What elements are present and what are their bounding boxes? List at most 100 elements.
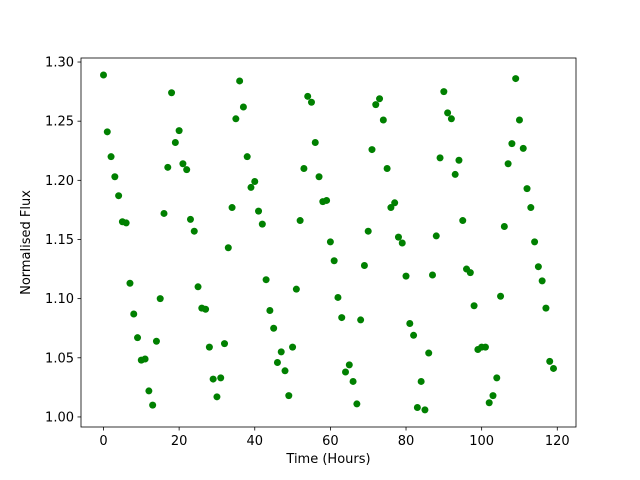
point xyxy=(141,355,149,363)
point xyxy=(175,127,183,135)
point xyxy=(273,359,281,367)
point xyxy=(481,343,489,351)
point xyxy=(296,217,304,225)
y-tick-label: 1.00 xyxy=(45,410,74,425)
point xyxy=(421,406,429,414)
point xyxy=(459,217,467,225)
point xyxy=(145,387,153,395)
point xyxy=(266,306,274,314)
point xyxy=(311,138,319,146)
point xyxy=(130,310,138,318)
point xyxy=(489,392,497,400)
point xyxy=(289,343,297,351)
point xyxy=(236,77,244,85)
point xyxy=(387,204,395,212)
point xyxy=(168,89,176,97)
point xyxy=(470,302,478,310)
point xyxy=(394,233,402,241)
point xyxy=(277,348,285,356)
point xyxy=(281,367,289,375)
x-tick-label: 0 xyxy=(99,434,107,449)
point xyxy=(508,140,516,148)
point xyxy=(285,392,293,400)
point xyxy=(504,160,512,168)
point xyxy=(334,293,342,301)
point xyxy=(383,164,391,172)
point xyxy=(315,173,323,181)
point xyxy=(232,115,240,123)
point xyxy=(258,220,266,228)
point xyxy=(349,377,357,385)
point xyxy=(402,272,410,280)
point xyxy=(538,277,546,285)
point xyxy=(186,215,194,223)
point xyxy=(406,319,414,327)
point xyxy=(247,183,255,191)
point xyxy=(413,403,421,411)
point xyxy=(447,115,455,123)
point xyxy=(500,222,508,230)
point xyxy=(368,146,376,154)
point xyxy=(107,153,115,161)
point xyxy=(103,128,111,136)
point xyxy=(485,399,493,407)
point xyxy=(531,238,539,246)
point xyxy=(270,324,278,332)
point xyxy=(307,98,315,106)
point xyxy=(451,170,459,178)
point xyxy=(432,232,440,240)
x-tick-label: 60 xyxy=(322,434,339,449)
point xyxy=(152,337,160,345)
point xyxy=(542,304,550,312)
point xyxy=(300,164,308,172)
point xyxy=(228,204,236,212)
point xyxy=(410,331,418,339)
y-tick-label: 1.25 xyxy=(45,115,74,130)
point xyxy=(436,154,444,162)
x-axis-label: Time (Hours) xyxy=(285,452,370,467)
point xyxy=(428,271,436,279)
point xyxy=(425,349,433,357)
point xyxy=(455,156,463,164)
point xyxy=(164,163,172,171)
point xyxy=(493,374,501,382)
point xyxy=(213,393,221,401)
point xyxy=(497,292,505,300)
point xyxy=(149,401,157,409)
y-tick-label: 1.10 xyxy=(45,292,74,307)
point xyxy=(239,103,247,111)
point xyxy=(243,153,251,161)
point xyxy=(345,361,353,369)
point xyxy=(122,219,130,227)
x-tick-label: 20 xyxy=(171,434,188,449)
point xyxy=(330,257,338,265)
point xyxy=(221,340,229,348)
y-tick-label: 1.05 xyxy=(45,351,74,366)
y-axis-label: Normalised Flux xyxy=(19,190,34,295)
point xyxy=(417,377,425,385)
point xyxy=(353,400,361,408)
point xyxy=(156,295,164,303)
axes-frame xyxy=(80,57,577,428)
point xyxy=(550,364,557,372)
point xyxy=(466,269,474,277)
point xyxy=(262,276,270,284)
point xyxy=(292,285,300,293)
point xyxy=(100,71,107,79)
point xyxy=(323,196,331,204)
point xyxy=(534,263,542,271)
y-tick-label: 1.30 xyxy=(45,56,74,71)
x-tick-label: 80 xyxy=(398,434,415,449)
point xyxy=(160,209,168,217)
point xyxy=(357,316,365,324)
point xyxy=(527,204,535,212)
point xyxy=(364,227,372,235)
point xyxy=(171,138,179,146)
point xyxy=(202,305,210,313)
point xyxy=(523,185,531,193)
point xyxy=(379,116,387,124)
point xyxy=(126,279,134,287)
point xyxy=(304,92,312,100)
x-tick-label: 120 xyxy=(545,434,570,449)
